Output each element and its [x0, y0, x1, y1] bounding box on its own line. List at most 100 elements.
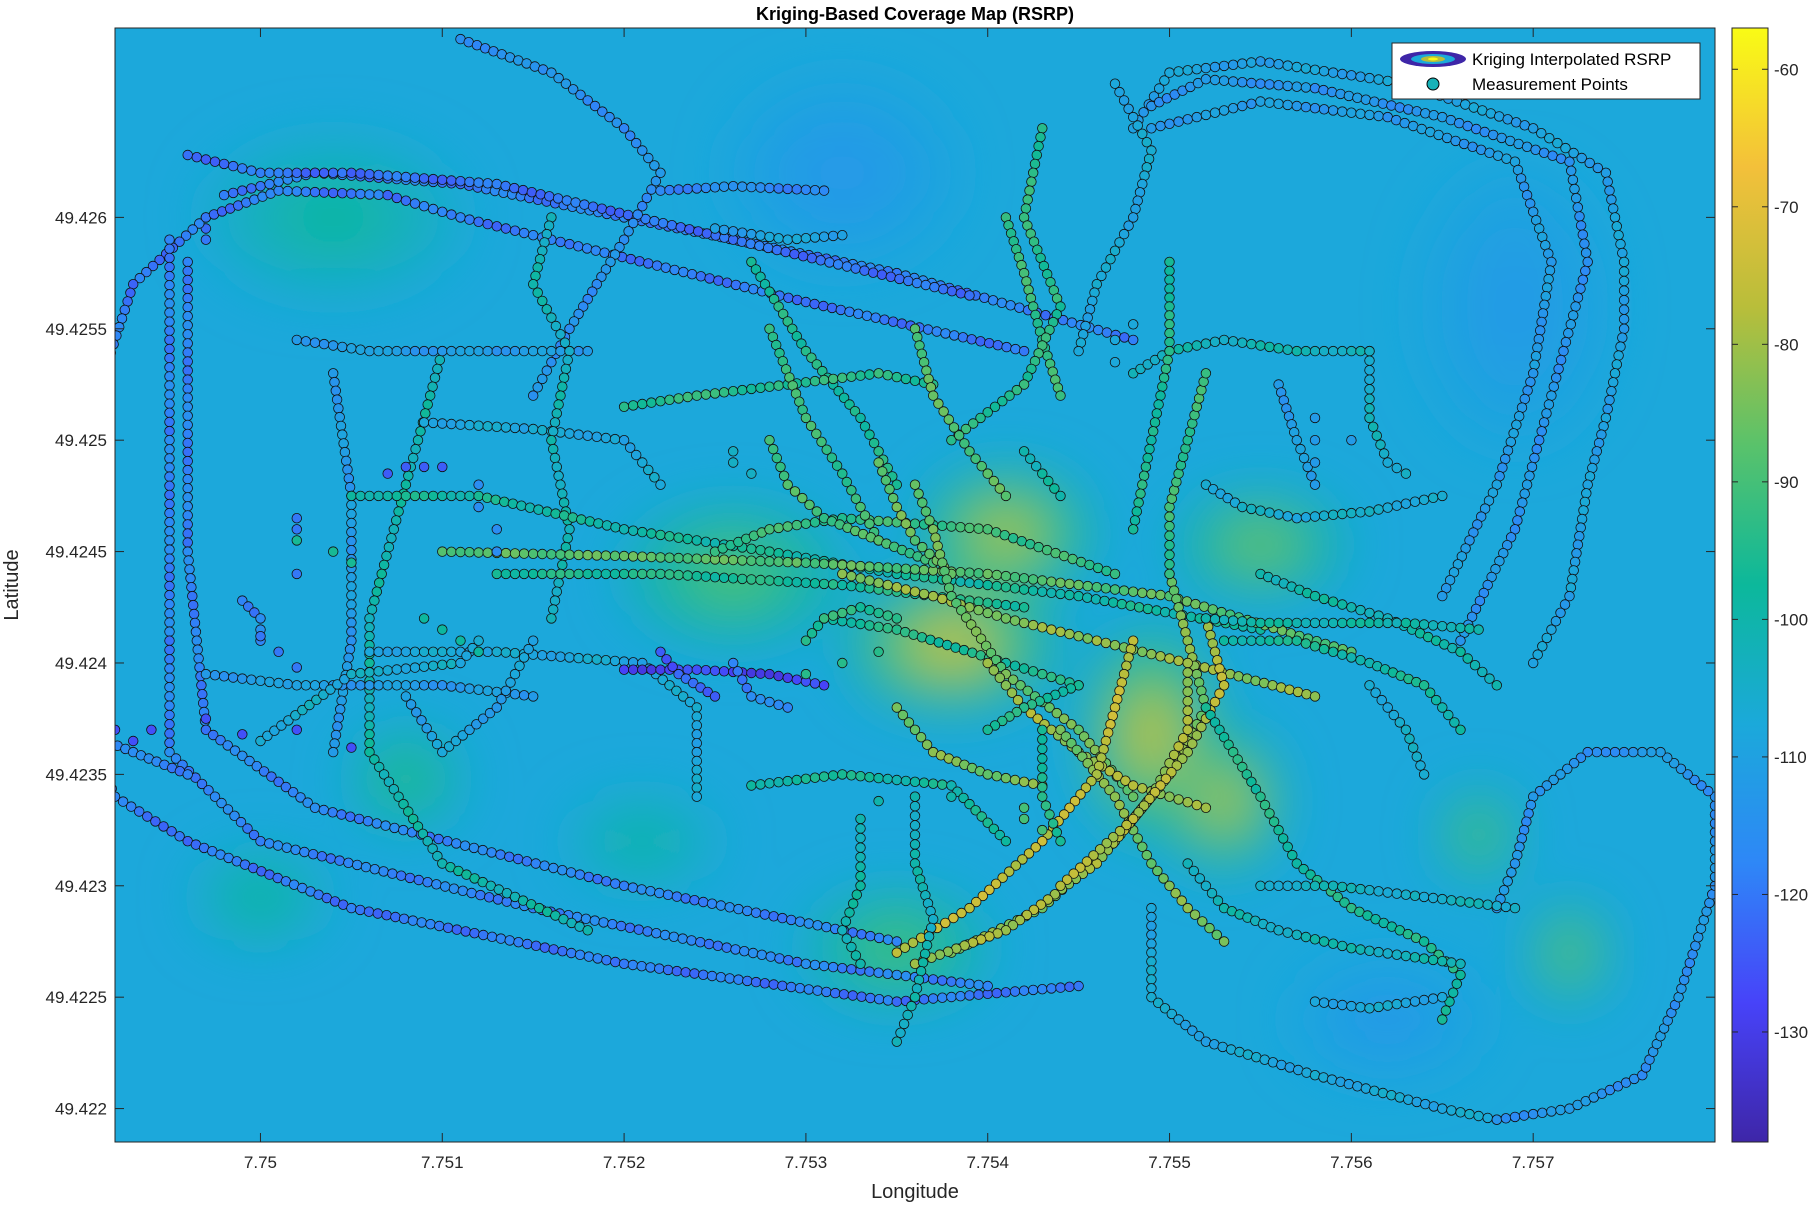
- measurement-point: [116, 313, 128, 324]
- measurement-point: [846, 513, 857, 525]
- measurement-point: [409, 662, 421, 673]
- measurement-point: [940, 917, 951, 929]
- measurement-point: [721, 942, 732, 953]
- measurement-point: [437, 490, 448, 502]
- measurement-point: [837, 925, 848, 936]
- measurement-point: [164, 517, 175, 528]
- measurement-point: [332, 679, 343, 690]
- measurement-point: [909, 848, 921, 860]
- measurement-point: [264, 676, 275, 688]
- measurement-point: [555, 568, 566, 580]
- measurement-point: [1027, 778, 1039, 789]
- measurement-point: [196, 680, 207, 691]
- measurement-point: [1255, 56, 1266, 67]
- measurement-point: [1550, 372, 1562, 384]
- measurement-point: [1300, 617, 1312, 629]
- measurement-point: [1259, 799, 1271, 811]
- x-tick-label: 7.752: [603, 1153, 646, 1172]
- measurement-point: [1575, 522, 1586, 533]
- measurement-point: [911, 983, 923, 994]
- measurement-point: [651, 928, 662, 939]
- measurement-point: [1109, 640, 1121, 651]
- measurement-point: [1164, 336, 1175, 348]
- measurement-point: [924, 548, 935, 560]
- measurement-point: [328, 368, 339, 379]
- measurement-point: [100, 365, 110, 375]
- measurement-point: [1198, 601, 1210, 612]
- measurement-point: [855, 501, 866, 513]
- measurement-point: [1318, 617, 1330, 629]
- measurement-point: [706, 970, 718, 982]
- measurement-point: [724, 973, 735, 984]
- measurement-point: [855, 618, 866, 630]
- measurement-point: [809, 578, 821, 589]
- measurement-point: [115, 724, 121, 735]
- colorbar-tick-label: -130: [1774, 1023, 1808, 1042]
- measurement-point: [826, 452, 838, 463]
- measurement-point: [1237, 501, 1248, 513]
- measurement-point: [1127, 780, 1139, 791]
- measurement-point: [1546, 390, 1557, 401]
- measurement-point: [1548, 774, 1559, 786]
- measurement-point: [951, 598, 962, 609]
- measurement-point: [500, 345, 512, 357]
- measurement-point: [882, 934, 894, 945]
- measurement-point: [909, 820, 921, 831]
- measurement-point: [1090, 594, 1102, 605]
- measurement-point: [1255, 505, 1266, 516]
- measurement-point: [730, 279, 742, 291]
- measurement-point: [864, 966, 875, 977]
- measurement-point: [791, 233, 803, 245]
- measurement-point: [873, 562, 884, 573]
- measurement-point: [1364, 617, 1375, 629]
- measurement-point: [200, 154, 212, 165]
- measurement-point: [391, 192, 403, 204]
- measurement-point: [1190, 598, 1201, 610]
- legend-label-measurements: Measurement Points: [1472, 75, 1628, 94]
- measurement-point: [1037, 762, 1048, 774]
- measurement-point: [364, 729, 375, 740]
- measurement-point: [484, 892, 495, 903]
- measurement-point: [518, 345, 530, 357]
- measurement-point: [1273, 617, 1284, 629]
- measurement-point: [182, 528, 193, 539]
- measurement-point: [1692, 932, 1704, 943]
- measurement-point: [1360, 1083, 1372, 1094]
- measurement-point: [596, 203, 608, 214]
- measurement-point: [509, 648, 521, 659]
- measurement-point: [1309, 64, 1321, 76]
- measurement-point: [373, 490, 384, 502]
- measurement-point: [691, 764, 703, 776]
- legend: Kriging Interpolated RSRP Measurement Po…: [1391, 42, 1701, 100]
- measurement-point: [1360, 94, 1372, 105]
- measurement-point: [1118, 95, 1130, 106]
- measurement-point: [1241, 769, 1253, 780]
- measurement-point: [750, 976, 762, 988]
- measurement-point: [464, 490, 475, 502]
- measurement-point: [1146, 947, 1157, 958]
- measurement-point: [1502, 876, 1513, 887]
- measurement-point: [364, 657, 375, 669]
- measurement-point: [89, 418, 99, 428]
- measurement-point: [1318, 880, 1330, 892]
- measurement-point: [1300, 82, 1312, 93]
- measurement-point: [197, 697, 209, 709]
- measurement-point: [282, 678, 293, 690]
- measurement-point: [1352, 92, 1363, 104]
- measurement-point: [553, 577, 564, 589]
- measurement-point: [678, 266, 689, 278]
- measurement-point: [1418, 891, 1430, 903]
- measurement-point: [1618, 314, 1630, 325]
- measurement-point: [1537, 1107, 1548, 1119]
- measurement-point: [564, 568, 575, 580]
- measurement-point: [1400, 468, 1412, 479]
- measurement-point: [855, 832, 866, 844]
- measurement-point: [98, 374, 108, 384]
- measurement-point: [304, 699, 315, 711]
- y-tick-label: 49.4255: [46, 320, 107, 339]
- measurement-point: [364, 345, 375, 357]
- measurement-point: [573, 345, 584, 357]
- measurement-point: [928, 778, 939, 789]
- measurement-point: [902, 1009, 913, 1021]
- measurement-point: [495, 933, 507, 944]
